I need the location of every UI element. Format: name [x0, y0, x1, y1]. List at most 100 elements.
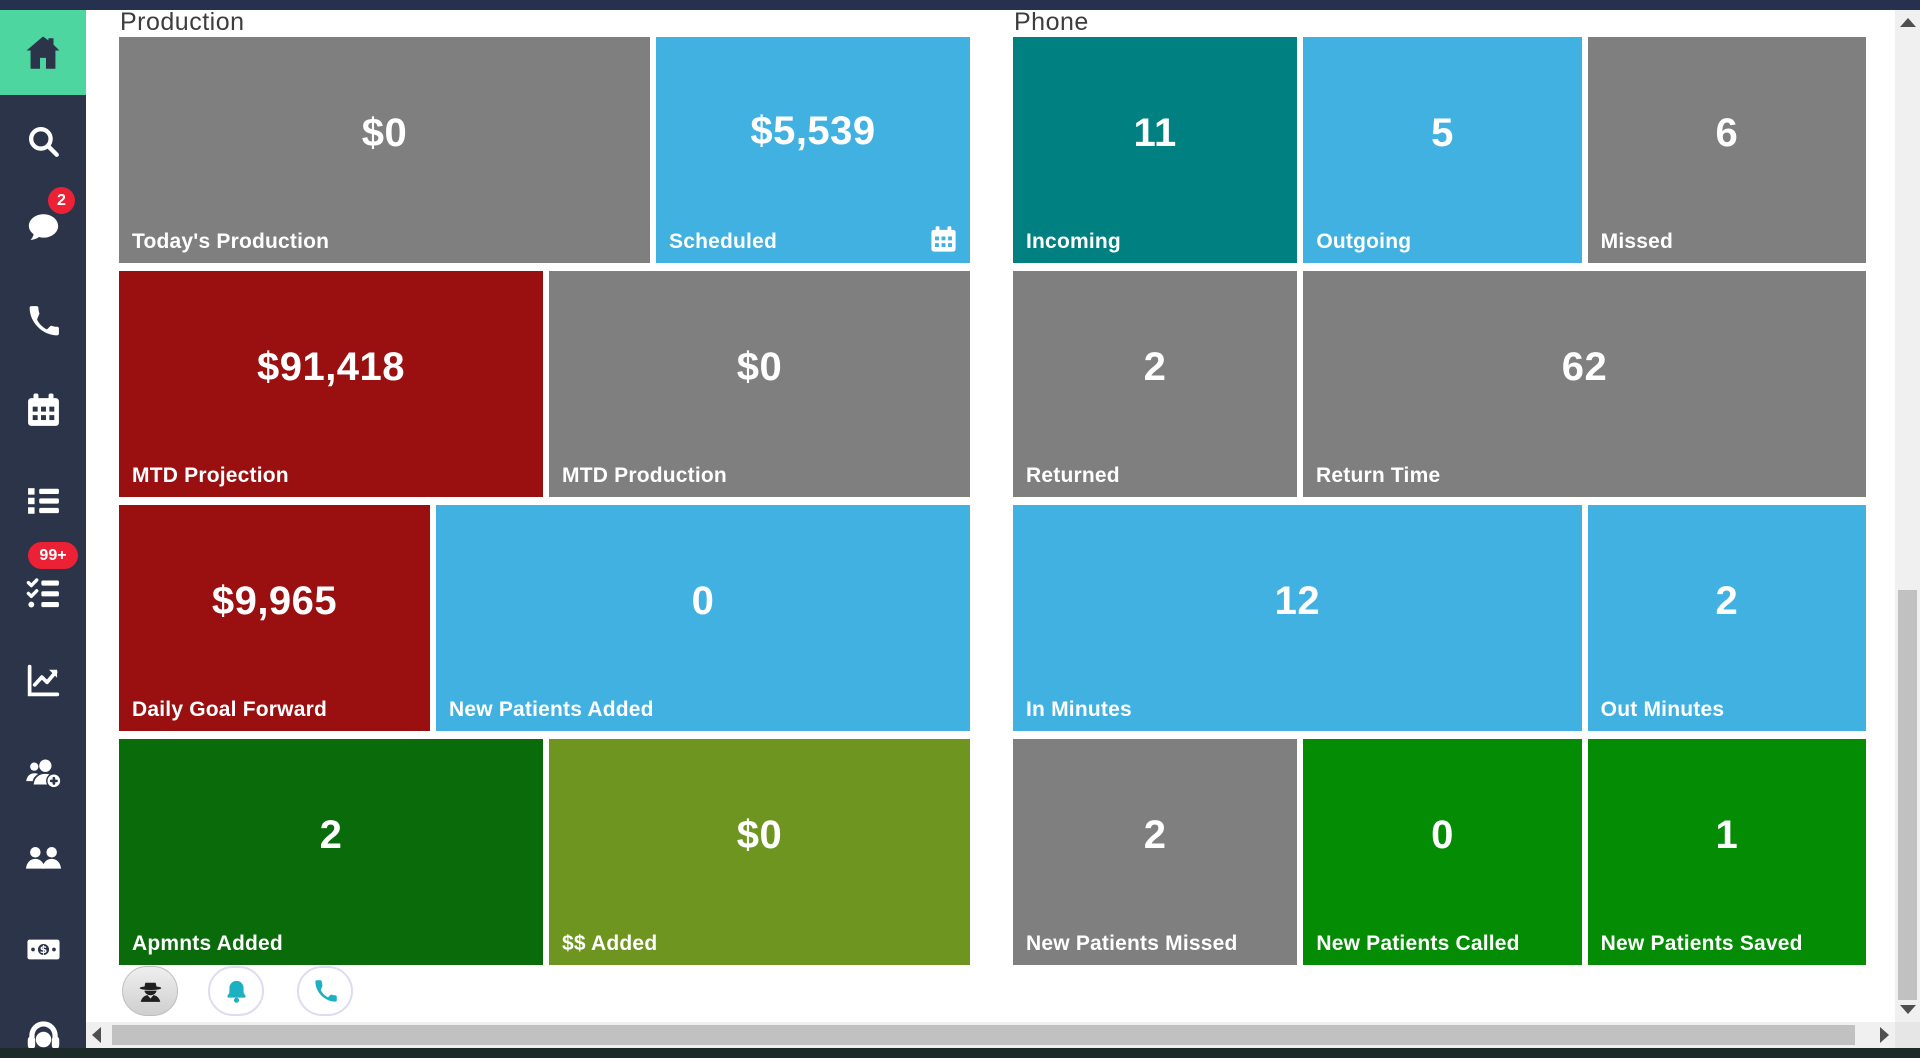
sidebar-item-payments[interactable]: $: [0, 921, 86, 977]
notifications-button[interactable]: [208, 966, 264, 1016]
tile-value: 62: [1561, 345, 1608, 389]
section-title: Phone: [1014, 10, 1089, 36]
tile-footer: Today's Production: [119, 230, 650, 263]
sidebar-item-home[interactable]: [0, 10, 86, 95]
tile-value: 2: [1715, 579, 1739, 623]
tile-value: 1: [1715, 813, 1739, 857]
tile-footer: New Patients Called: [1303, 932, 1581, 965]
tile-value: $5,539: [750, 108, 876, 153]
sidebar-item-tasks[interactable]: 99+: [0, 542, 86, 620]
chat-icon: [25, 209, 62, 246]
metric-tile-scheduled[interactable]: $5,539 Scheduled: [656, 37, 970, 263]
list-icon: [25, 482, 62, 519]
tile-label: Incoming: [1026, 230, 1121, 253]
phone-icon: [312, 978, 339, 1005]
tile-value: 5: [1431, 111, 1454, 155]
sidebar-item-list[interactable]: [0, 472, 86, 528]
tile-row: 2 Apmnts Added $0 $$ Added: [119, 739, 970, 965]
calls-button[interactable]: [297, 966, 353, 1016]
tile-footer: Returned: [1013, 464, 1297, 497]
tile-footer: New Patients Added: [436, 698, 970, 731]
money-icon: $: [25, 931, 62, 968]
calendar-icon: [25, 392, 62, 429]
scroll-right-arrow[interactable]: [1880, 1027, 1889, 1043]
tile-footer: $$ Added: [549, 932, 970, 965]
metric-tile-new-patients-added[interactable]: 0 New Patients Added: [436, 505, 970, 731]
tile-footer: Outgoing: [1303, 230, 1581, 263]
tile-row: $91,418 MTD Projection $0 MTD Production: [119, 271, 970, 497]
metric-tile-returned[interactable]: 2 Returned: [1013, 271, 1297, 497]
tile-footer: MTD Projection: [119, 464, 543, 497]
calendar-icon: [929, 225, 958, 254]
tile-label: Returned: [1026, 464, 1120, 487]
sidebar-item-messages[interactable]: 2: [0, 187, 86, 255]
horizontal-scrollbar-thumb[interactable]: [112, 1025, 1855, 1045]
vertical-scrollbar[interactable]: [1895, 10, 1920, 1022]
sidebar-item-add-patient[interactable]: [0, 744, 86, 800]
home-icon: [22, 32, 64, 74]
tile-value: 6: [1715, 111, 1739, 155]
scroll-left-arrow[interactable]: [92, 1027, 101, 1043]
user-plus-icon: [25, 754, 62, 791]
tile-value: 0: [1431, 813, 1454, 857]
tile-label: New Patients Saved: [1600, 932, 1803, 955]
tile-label: Out Minutes: [1600, 698, 1725, 721]
tile-footer: Missed: [1588, 230, 1866, 263]
metric-tile-apmnts-added[interactable]: 2 Apmnts Added: [119, 739, 543, 965]
tile-label: $$ Added: [562, 932, 658, 955]
metric-tile-daily-goal-forward[interactable]: $9,965 Daily Goal Forward: [119, 505, 430, 731]
sidebar-item-calendar[interactable]: [0, 382, 86, 438]
sidebar-item-phone[interactable]: [0, 293, 86, 349]
notification-badge: 99+: [28, 542, 78, 569]
metric-tile-new-patients-missed[interactable]: 2 New Patients Missed: [1013, 739, 1298, 965]
tile-label: MTD Projection: [132, 464, 289, 487]
tile-label: MTD Production: [562, 464, 727, 487]
tile-value: 12: [1274, 579, 1321, 623]
sidebar-item-search[interactable]: [0, 113, 86, 169]
tile-value: $91,418: [256, 345, 406, 389]
tile-value: $9,965: [211, 579, 338, 623]
checklist-icon: [25, 574, 62, 611]
agent-button[interactable]: [122, 966, 178, 1016]
tile-row: 2 Returned 62 Return Time: [1013, 271, 1866, 497]
section-production: Production $0 Today's Production $5,539 Sche…: [119, 10, 970, 973]
spy-icon: [137, 978, 164, 1005]
tile-row: 12 In Minutes 2 Out Minutes: [1013, 505, 1866, 731]
metric-tile-return-time[interactable]: 62 Return Time: [1303, 271, 1866, 497]
sidebar-item-patients[interactable]: [0, 829, 86, 885]
tile-label: Return Time: [1316, 464, 1441, 487]
horizontal-scrollbar[interactable]: [86, 1022, 1895, 1048]
tile-label: Outgoing: [1316, 230, 1412, 253]
tile-footer: Apmnts Added: [119, 932, 543, 965]
tile-footer: Return Time: [1303, 464, 1866, 497]
scroll-down-arrow[interactable]: [1900, 1005, 1916, 1014]
scroll-up-arrow[interactable]: [1900, 18, 1916, 27]
tile-footer: Scheduled: [656, 225, 970, 263]
tile-label: Daily Goal Forward: [132, 698, 327, 721]
metric-tile-mtd-production[interactable]: $0 MTD Production: [549, 271, 970, 497]
section-title: Production: [120, 10, 245, 36]
metric-tile-today-s-production[interactable]: $0 Today's Production: [119, 37, 650, 263]
metric-tile--added[interactable]: $0 $$ Added: [549, 739, 970, 965]
metric-tile-missed[interactable]: 6 Missed: [1587, 37, 1866, 263]
vertical-scrollbar-thumb[interactable]: [1898, 590, 1917, 1000]
sidebar-item-analytics[interactable]: [0, 652, 86, 708]
metric-tile-new-patients-saved[interactable]: 1 New Patients Saved: [1587, 739, 1866, 965]
tile-label: New Patients Added: [449, 698, 654, 721]
tile-footer: MTD Production: [549, 464, 970, 497]
tile-row: 2 New Patients Missed 0 New Patients Called…: [1013, 739, 1866, 965]
chart-icon: [25, 662, 62, 699]
phone-icon: [25, 303, 62, 340]
metric-tile-out-minutes[interactable]: 2 Out Minutes: [1587, 505, 1866, 731]
sidebar-item-support[interactable]: [0, 1007, 86, 1048]
tile-label: Missed: [1600, 230, 1674, 253]
search-icon: [25, 123, 62, 160]
metric-tile-mtd-projection[interactable]: $91,418 MTD Projection: [119, 271, 543, 497]
metric-tile-new-patients-called[interactable]: 0 New Patients Called: [1303, 739, 1582, 965]
tile-row: $0 Today's Production $5,539 Scheduled: [119, 37, 970, 263]
metric-tile-in-minutes[interactable]: 12 In Minutes: [1013, 505, 1582, 731]
metric-tile-outgoing[interactable]: 5 Outgoing: [1303, 37, 1582, 263]
metric-tile-incoming[interactable]: 11 Incoming: [1013, 37, 1298, 263]
main-content: Production $0 Today's Production $5,539 Sche…: [86, 10, 1895, 1022]
tile-footer: Daily Goal Forward: [119, 698, 430, 731]
